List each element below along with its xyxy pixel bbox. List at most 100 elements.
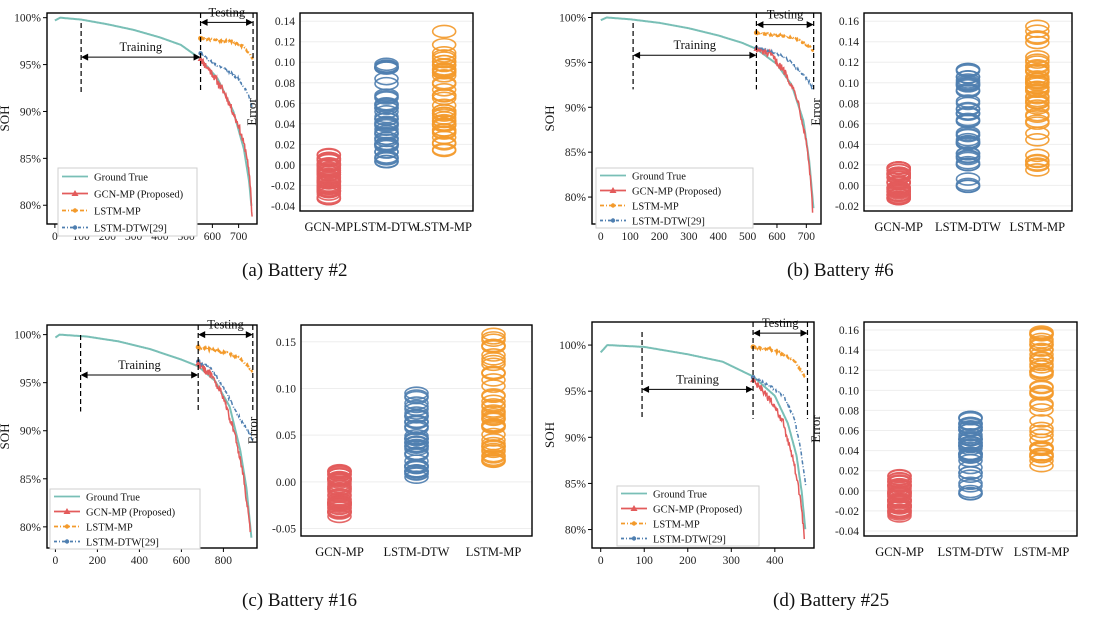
y-tick-label: 100% [559, 12, 586, 24]
error-x-tick-label: GCN-MP [315, 545, 364, 559]
error-point-lstm-mp [431, 113, 457, 128]
error-chart-frame [300, 324, 533, 537]
y-tick-label: 80% [565, 525, 587, 537]
soh-chart-b16: 80% 85% 90% 95% 100% 0 200 400 600 800 SOH Training… [0, 318, 258, 567]
error-point-lstm-mp [1025, 72, 1050, 87]
error-y-tick-label: 0.04 [839, 139, 859, 151]
error-point-lstm-mp [1029, 387, 1054, 401]
error-point-lstm-mp [431, 68, 457, 83]
error-point-lstm-dtw [374, 154, 399, 169]
error-y-tick-label: 0.12 [839, 57, 859, 69]
legend-lstm-dtw-marker [72, 225, 78, 230]
error-point-lstm-mp [1025, 116, 1050, 130]
x-tick-label: 0 [598, 231, 604, 243]
legend-gcn-mp-marker [630, 505, 638, 511]
error-y-tick-label: 0.08 [839, 98, 859, 110]
error-point-lstm-dtw [404, 386, 429, 400]
legend-ground-true-label: Ground True [653, 490, 707, 501]
error-chart-frame [863, 12, 1073, 212]
y-tick-label: 100% [559, 340, 586, 352]
series-gcn-mp [752, 377, 806, 540]
legend-gcn-mp-marker [609, 187, 617, 193]
error-point-lstm-mp [481, 388, 506, 402]
y-tick-label: 95% [565, 386, 587, 398]
testing-arrow-right-head [800, 329, 808, 337]
error-y-axis-label: Error [808, 415, 823, 443]
series-gcn-mp [200, 58, 253, 217]
error-x-tick-label: LSTM-MP [466, 545, 522, 559]
legend-lstm-dtw-label: LSTM-DTW[29] [86, 538, 159, 549]
error-point-gcn-mp [886, 175, 911, 189]
error-point-lstm-dtw [374, 116, 399, 131]
series-ground-true [54, 16, 253, 206]
error-point-gcn-mp [327, 492, 352, 507]
caption-battery-25: (d) Battery #25 [773, 590, 890, 611]
error-x-tick-label: LSTM-MP [1010, 220, 1066, 234]
x-tick-label: 300 [680, 231, 698, 243]
error-point-lstm-mp [1025, 53, 1050, 67]
error-y-tick-label: 0.04 [275, 119, 295, 131]
error-chart-frame [299, 12, 474, 212]
error-chart-b16: -0.05 0.00 0.05 0.10 0.15 Error GCN-MP LSTM-DTW… [245, 324, 533, 559]
legend-frame [57, 167, 198, 237]
error-point-lstm-dtw [374, 133, 399, 148]
legend-lstm-dtw-marker [64, 539, 70, 544]
error-point-lstm-mp [1029, 347, 1054, 362]
training-arrow-left-head [80, 371, 88, 379]
legend-gcn-mp-marker [71, 190, 79, 196]
x-tick-label: 0 [53, 555, 59, 567]
error-y-tick-label: 0.00 [839, 180, 859, 192]
series-ground-true [599, 344, 807, 530]
error-point-lstm-mp [1025, 132, 1050, 147]
error-y-tick-label: 0.10 [839, 385, 859, 397]
y-tick-label: 90% [20, 106, 42, 118]
training-label: Training [118, 358, 161, 372]
training-label: Training [673, 38, 716, 52]
legend-frame [616, 485, 760, 547]
error-point-lstm-dtw [958, 486, 983, 501]
error-point-gcn-mp [327, 487, 352, 502]
error-point-lstm-mp [1025, 163, 1050, 177]
legend-lstm-mp-marker [72, 208, 78, 213]
legend-frame [595, 167, 754, 229]
error-y-axis-label: Error [244, 98, 259, 126]
legend-lstm-dtw-label: LSTM-DTW[29] [632, 217, 705, 228]
training-arrow-left-head [642, 385, 650, 393]
error-point-lstm-dtw [958, 435, 983, 450]
error-point-lstm-mp [481, 453, 506, 468]
legend-lstm-mp-marker [610, 203, 616, 208]
error-y-tick-label: -0.02 [835, 506, 859, 518]
error-point-lstm-mp [431, 54, 457, 69]
error-y-tick-label: 0.00 [839, 486, 859, 498]
error-point-lstm-dtw [374, 125, 399, 139]
error-point-gcn-mp [316, 173, 342, 187]
x-tick-label: 100 [636, 555, 654, 567]
error-point-lstm-dtw [955, 94, 981, 108]
y-tick-label: 85% [20, 474, 42, 486]
series-lstm-dtw [755, 45, 814, 91]
legend-ground-true-label: Ground True [86, 493, 140, 504]
error-point-lstm-mp [1029, 332, 1054, 347]
error-x-tick-label: LSTM-MP [1014, 545, 1070, 559]
error-point-lstm-dtw [404, 454, 429, 468]
error-point-lstm-dtw [955, 146, 981, 161]
soh-y-axis-label: SOH [542, 422, 557, 448]
x-tick-label: 400 [131, 555, 149, 567]
error-point-lstm-mp [1025, 70, 1050, 84]
testing-arrow-left-head [756, 21, 764, 29]
soh-y-axis-label: SOH [542, 105, 557, 131]
y-tick-label: 85% [20, 153, 42, 165]
error-point-lstm-mp [1025, 77, 1050, 91]
series-lstm-dtw [752, 374, 807, 488]
error-point-lstm-mp [1025, 19, 1050, 34]
error-point-lstm-mp [431, 24, 457, 39]
error-x-tick-label: GCN-MP [874, 220, 923, 234]
gcn-mp-start-marker [195, 360, 202, 366]
legend-lstm-mp-label: LSTM-MP [653, 520, 700, 531]
error-point-lstm-mp [1029, 367, 1054, 382]
x-tick-label: 700 [230, 231, 248, 243]
training-arrow-right-head [193, 53, 201, 61]
error-point-gcn-mp [327, 471, 352, 485]
error-x-tick-label: LSTM-DTW [935, 220, 1001, 234]
